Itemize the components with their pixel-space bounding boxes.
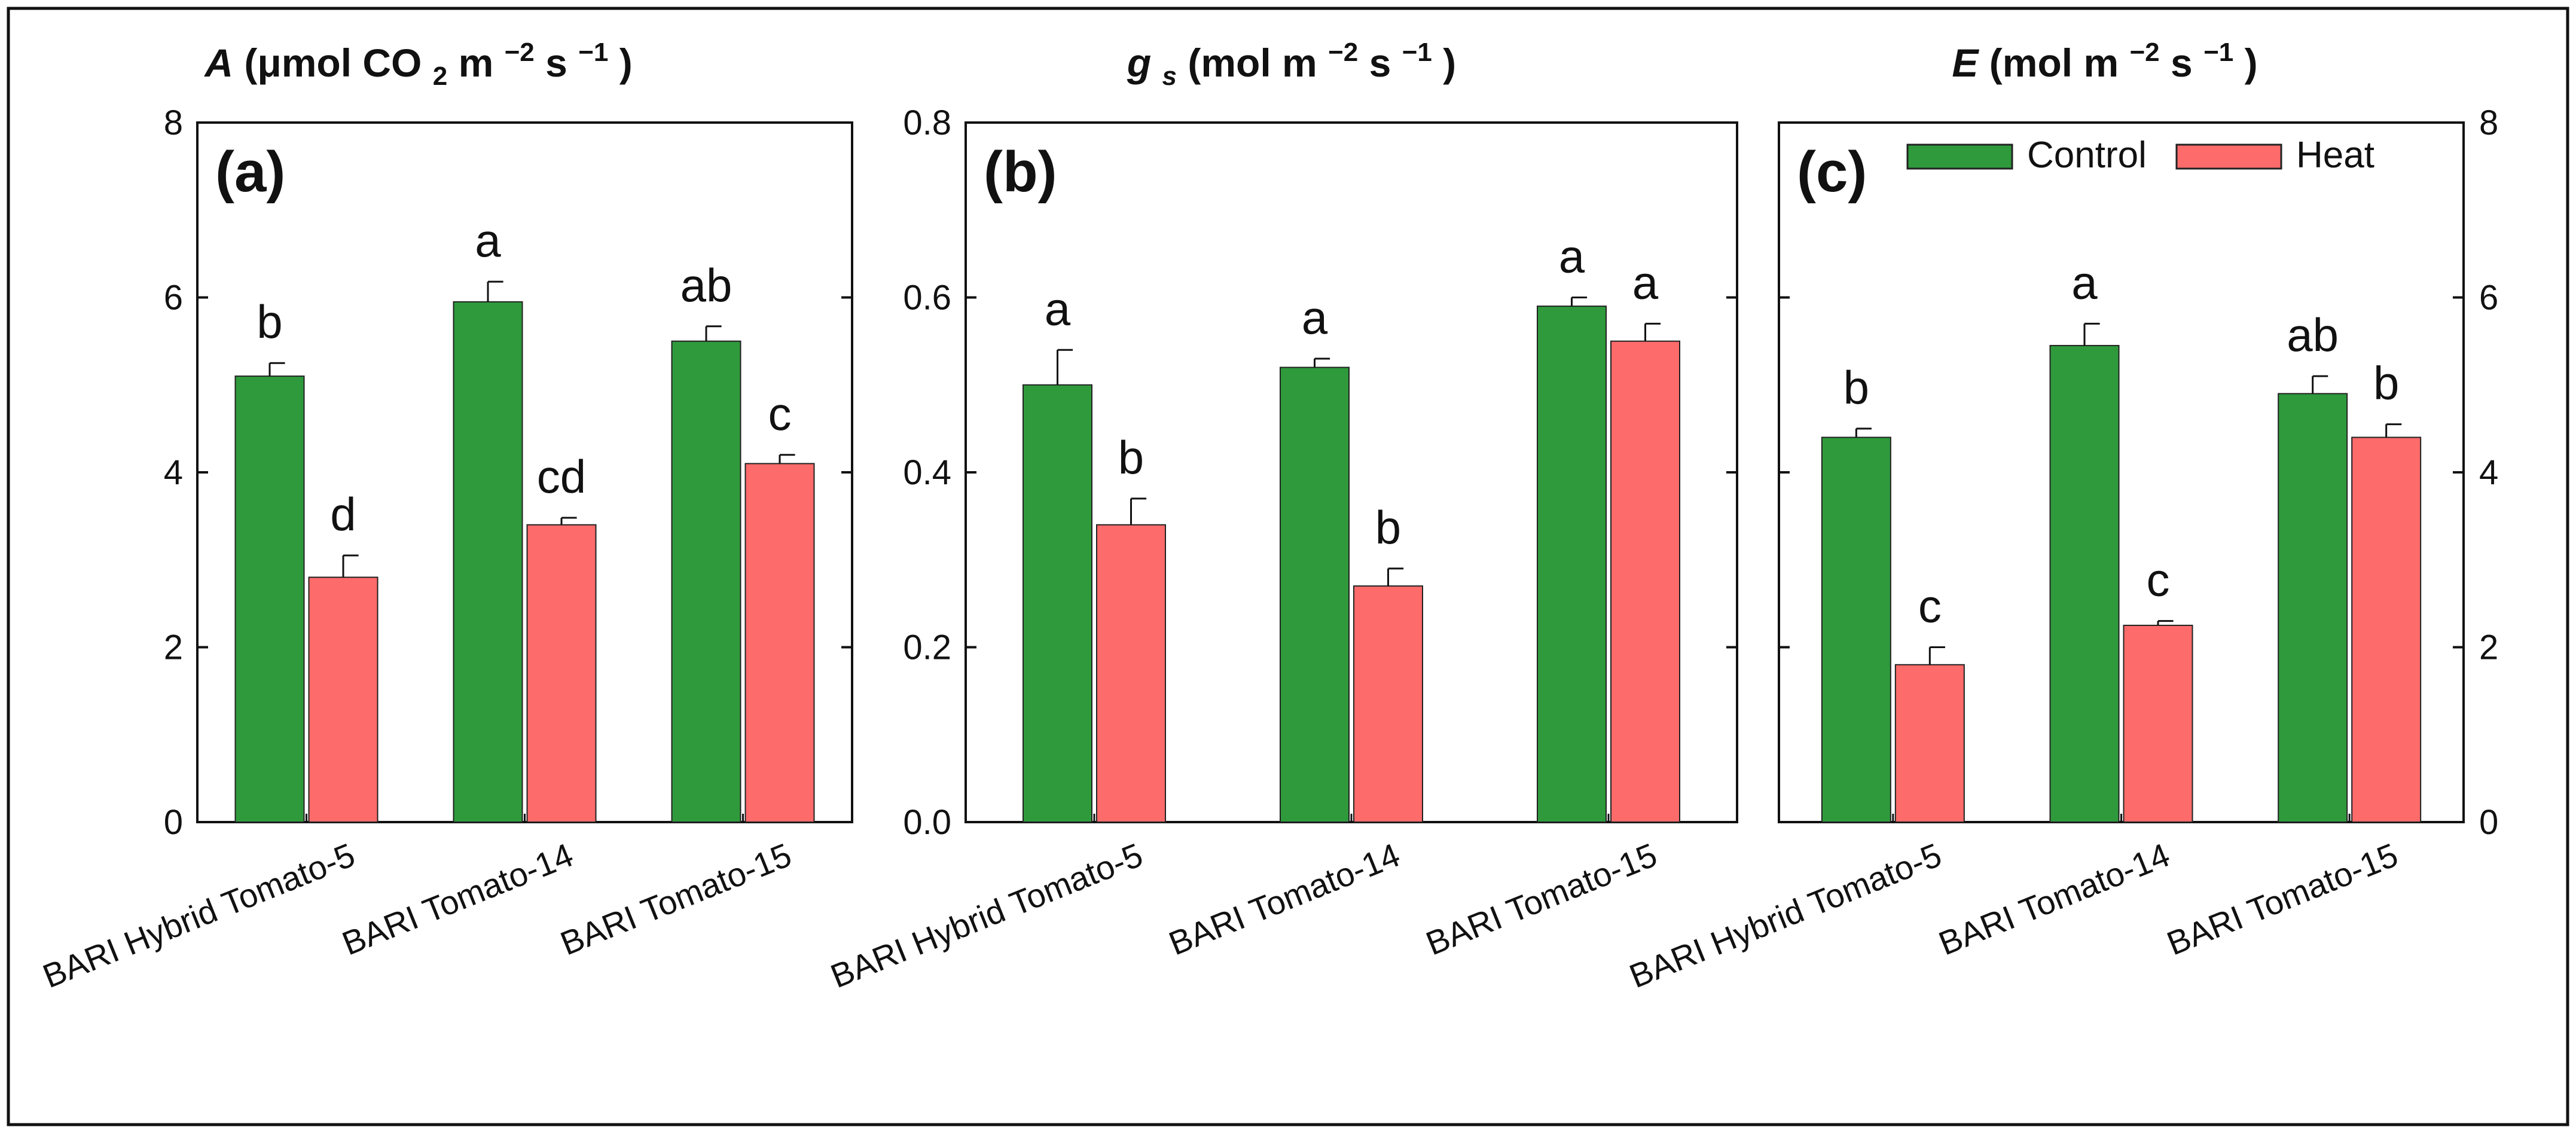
panel-a-ytick-label: 2 [164, 628, 183, 667]
panel-a-bar-control [234, 375, 305, 823]
panel-c-ytick-label: 6 [2479, 279, 2498, 317]
panel-b-bar-control [1023, 384, 1092, 823]
panel-b-ytick-label: 0.4 [903, 453, 951, 492]
panel-a-ytick-label: 4 [164, 453, 183, 492]
panel-a-title-close: ) [619, 41, 633, 85]
panel-a-bar-control [671, 340, 741, 823]
panel-c-sig-letter-control: b [1844, 361, 1869, 414]
panel-c-title-mid: s [2171, 41, 2193, 85]
panel-b-title-exp2: −1 [1402, 38, 1432, 67]
panel-b-sig-letter-heat: b [1375, 501, 1401, 554]
panel-b-sig-letter-control: a [1302, 291, 1328, 344]
panel-b-bar-heat [1096, 524, 1166, 823]
legend-swatch-control [1906, 143, 2013, 170]
panel-c-sig-letter-heat: b [2373, 357, 2399, 410]
legend-swatch-heat [2175, 143, 2282, 170]
panel-b-title-var: g [1127, 41, 1151, 85]
panel-c-title: E (mol m −2 s −1 ) [1952, 25, 2257, 85]
panel-c-bar-control [2049, 344, 2120, 823]
panel-a-title-mid: s [545, 41, 567, 85]
panel-c-bar-heat [2123, 624, 2193, 823]
panel-c-letter: (c) [1797, 140, 1867, 204]
panel-c-bar-heat [2351, 436, 2422, 823]
panel-a-ytick-label: 6 [164, 279, 183, 317]
panel-c-title-close: ) [2245, 41, 2258, 85]
panel-c-title-var: E [1952, 41, 1979, 85]
panel-a-sig-letter-control: ab [680, 259, 732, 312]
panel-b-ytick-label: 0.8 [903, 103, 951, 142]
panel-b-title: g s (mol m −2 s −1 ) [1127, 25, 1456, 93]
panel-c-ytick-label: 0 [2479, 803, 2498, 842]
panel-a-bar-control [453, 301, 523, 823]
panel-a-title-var: A [203, 41, 233, 85]
panel-a-title-units: (μmol CO [244, 41, 422, 85]
panel-c-ytick-label: 2 [2479, 628, 2498, 667]
legend-label-control: Control [2027, 135, 2147, 176]
panel-a-title-exp2: −1 [578, 38, 608, 67]
panel-b-letter: (b) [984, 140, 1057, 204]
panel-c-bar-control [2278, 393, 2348, 823]
panel-a-title-exp1: −2 [505, 38, 535, 67]
panel-a-sig-letter-heat: d [330, 488, 356, 540]
panel-c-ytick-label: 4 [2479, 453, 2498, 492]
panel-b-title-mid: s [1369, 41, 1391, 85]
panel-a-sig-letter-heat: c [768, 387, 792, 440]
panel-c-sig-letter-control: ab [2287, 309, 2339, 361]
panel-a-ytick-label: 0 [164, 803, 183, 842]
panel-a-letter: (a) [215, 140, 285, 204]
panel-c-sig-letter-heat: c [2147, 554, 2170, 606]
panel-b-sig-letter-heat: a [1632, 256, 1659, 309]
panel-a-ytick-label: 8 [164, 103, 183, 142]
panel-b-bar-heat [1353, 585, 1423, 823]
panel-c-title-exp1: −2 [2129, 38, 2159, 67]
panel-a-title: A (μmol CO 2 m −2 s −1 ) [203, 25, 632, 93]
legend-label-heat: Heat [2296, 135, 2374, 176]
panel-a-bar-heat [526, 524, 597, 823]
panel-a-bar-heat [744, 463, 815, 823]
panel-b-title-units: (mol m [1188, 41, 1317, 85]
panel-b-title-exp1: −2 [1328, 38, 1358, 67]
legend: Control Heat [1906, 135, 2374, 176]
panel-a-title-after-sub: m [459, 41, 494, 85]
panel-b-title-var-sub: s [1162, 62, 1177, 91]
panel-b-sig-letter-heat: b [1118, 431, 1144, 484]
panel-a-sig-letter-heat: cd [537, 450, 586, 503]
panel-b-bar-control [1537, 306, 1607, 823]
panel-c-bar-heat [1894, 664, 1965, 823]
panel-a-bar-heat [308, 576, 379, 823]
panel-b-ytick-label: 0.6 [903, 279, 951, 317]
panel-b-ytick-label: 0.0 [903, 803, 951, 842]
panel-b-bar-control [1280, 367, 1350, 823]
panel-a-title-sub: 2 [433, 62, 447, 91]
panel-a-sig-letter-control: a [475, 214, 501, 267]
panel-b-sig-letter-control: a [1045, 282, 1071, 335]
panel-c-bar-control [1821, 436, 1891, 823]
panel-c-ytick-label: 8 [2479, 103, 2498, 142]
panel-b-title-close: ) [1443, 41, 1456, 85]
panel-c-sig-letter-control: a [2071, 256, 2098, 309]
panel-b-ytick-label: 0.2 [903, 628, 951, 667]
panel-c-title-exp2: −1 [2203, 38, 2233, 67]
panel-b-bar-heat [1610, 340, 1680, 823]
panel-b-sig-letter-control: a [1559, 230, 1585, 283]
panel-a-sig-letter-control: b [257, 295, 282, 348]
panel-c-sig-letter-heat: c [1918, 580, 1942, 633]
panel-c-title-units: (mol m [1989, 41, 2119, 85]
